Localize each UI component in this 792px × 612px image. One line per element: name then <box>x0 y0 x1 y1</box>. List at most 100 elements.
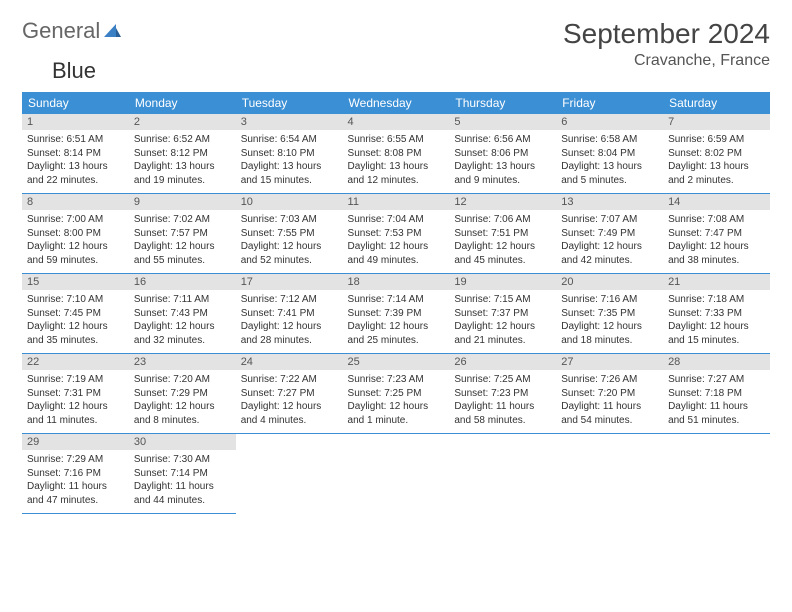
sunrise-text: Sunrise: 7:10 AM <box>27 293 124 307</box>
sunset-text: Sunset: 7:57 PM <box>134 227 231 241</box>
title-block: September 2024 Cravanche, France <box>563 18 770 70</box>
daylight-text: Daylight: 13 hours and 22 minutes. <box>27 160 124 187</box>
day-number: 1 <box>22 114 129 130</box>
calendar-cell: 27Sunrise: 7:26 AMSunset: 7:20 PMDayligh… <box>556 354 663 434</box>
day-number: 11 <box>343 194 450 210</box>
calendar-row: 8Sunrise: 7:00 AMSunset: 8:00 PMDaylight… <box>22 194 770 274</box>
day-detail: Sunrise: 7:15 AMSunset: 7:37 PMDaylight:… <box>449 290 556 353</box>
sunrise-text: Sunrise: 7:11 AM <box>134 293 231 307</box>
daylight-text: Daylight: 12 hours and 35 minutes. <box>27 320 124 347</box>
day-number: 5 <box>449 114 556 130</box>
day-number: 13 <box>556 194 663 210</box>
sunrise-text: Sunrise: 6:55 AM <box>348 133 445 147</box>
daylight-text: Daylight: 12 hours and 28 minutes. <box>241 320 338 347</box>
sunset-text: Sunset: 7:49 PM <box>561 227 658 241</box>
day-detail: Sunrise: 7:18 AMSunset: 7:33 PMDaylight:… <box>663 290 770 353</box>
daylight-text: Daylight: 12 hours and 15 minutes. <box>668 320 765 347</box>
day-number: 20 <box>556 274 663 290</box>
calendar-cell: 8Sunrise: 7:00 AMSunset: 8:00 PMDaylight… <box>22 194 129 274</box>
daylight-text: Daylight: 13 hours and 9 minutes. <box>454 160 551 187</box>
daylight-text: Daylight: 12 hours and 45 minutes. <box>454 240 551 267</box>
sunset-text: Sunset: 7:33 PM <box>668 307 765 321</box>
day-number: 9 <box>129 194 236 210</box>
day-number: 2 <box>129 114 236 130</box>
day-number: 7 <box>663 114 770 130</box>
day-detail: Sunrise: 7:14 AMSunset: 7:39 PMDaylight:… <box>343 290 450 353</box>
logo-text-1: General <box>22 18 100 44</box>
calendar-cell: 22Sunrise: 7:19 AMSunset: 7:31 PMDayligh… <box>22 354 129 434</box>
daylight-text: Daylight: 13 hours and 19 minutes. <box>134 160 231 187</box>
sunset-text: Sunset: 8:10 PM <box>241 147 338 161</box>
calendar-cell: 24Sunrise: 7:22 AMSunset: 7:27 PMDayligh… <box>236 354 343 434</box>
sunrise-text: Sunrise: 7:20 AM <box>134 373 231 387</box>
day-detail: Sunrise: 6:56 AMSunset: 8:06 PMDaylight:… <box>449 130 556 193</box>
day-number: 4 <box>343 114 450 130</box>
calendar-cell: 12Sunrise: 7:06 AMSunset: 7:51 PMDayligh… <box>449 194 556 274</box>
day-number: 28 <box>663 354 770 370</box>
calendar-cell: 26Sunrise: 7:25 AMSunset: 7:23 PMDayligh… <box>449 354 556 434</box>
sunrise-text: Sunrise: 7:30 AM <box>134 453 231 467</box>
sunset-text: Sunset: 8:12 PM <box>134 147 231 161</box>
sunrise-text: Sunrise: 7:22 AM <box>241 373 338 387</box>
day-header: Tuesday <box>236 92 343 114</box>
daylight-text: Daylight: 12 hours and 52 minutes. <box>241 240 338 267</box>
day-header: Friday <box>556 92 663 114</box>
day-detail: Sunrise: 6:51 AMSunset: 8:14 PMDaylight:… <box>22 130 129 193</box>
day-header-row: Sunday Monday Tuesday Wednesday Thursday… <box>22 92 770 114</box>
day-number: 21 <box>663 274 770 290</box>
sunrise-text: Sunrise: 7:29 AM <box>27 453 124 467</box>
calendar-cell: 10Sunrise: 7:03 AMSunset: 7:55 PMDayligh… <box>236 194 343 274</box>
sunrise-text: Sunrise: 7:02 AM <box>134 213 231 227</box>
daylight-text: Daylight: 12 hours and 21 minutes. <box>454 320 551 347</box>
sunrise-text: Sunrise: 7:08 AM <box>668 213 765 227</box>
sunset-text: Sunset: 7:55 PM <box>241 227 338 241</box>
day-detail: Sunrise: 7:23 AMSunset: 7:25 PMDaylight:… <box>343 370 450 433</box>
calendar-cell: 9Sunrise: 7:02 AMSunset: 7:57 PMDaylight… <box>129 194 236 274</box>
day-number: 30 <box>129 434 236 450</box>
sunrise-text: Sunrise: 7:15 AM <box>454 293 551 307</box>
calendar-row: 29Sunrise: 7:29 AMSunset: 7:16 PMDayligh… <box>22 434 770 514</box>
day-detail: Sunrise: 7:11 AMSunset: 7:43 PMDaylight:… <box>129 290 236 353</box>
calendar-cell: 13Sunrise: 7:07 AMSunset: 7:49 PMDayligh… <box>556 194 663 274</box>
day-detail: Sunrise: 6:55 AMSunset: 8:08 PMDaylight:… <box>343 130 450 193</box>
month-title: September 2024 <box>563 18 770 50</box>
sunset-text: Sunset: 7:53 PM <box>348 227 445 241</box>
day-detail: Sunrise: 7:07 AMSunset: 7:49 PMDaylight:… <box>556 210 663 273</box>
sunset-text: Sunset: 7:18 PM <box>668 387 765 401</box>
day-detail: Sunrise: 7:02 AMSunset: 7:57 PMDaylight:… <box>129 210 236 273</box>
day-detail: Sunrise: 7:03 AMSunset: 7:55 PMDaylight:… <box>236 210 343 273</box>
day-number: 3 <box>236 114 343 130</box>
calendar-cell: 20Sunrise: 7:16 AMSunset: 7:35 PMDayligh… <box>556 274 663 354</box>
daylight-text: Daylight: 11 hours and 58 minutes. <box>454 400 551 427</box>
sunrise-text: Sunrise: 6:58 AM <box>561 133 658 147</box>
daylight-text: Daylight: 12 hours and 38 minutes. <box>668 240 765 267</box>
sunset-text: Sunset: 8:04 PM <box>561 147 658 161</box>
calendar-cell: 16Sunrise: 7:11 AMSunset: 7:43 PMDayligh… <box>129 274 236 354</box>
day-detail: Sunrise: 7:08 AMSunset: 7:47 PMDaylight:… <box>663 210 770 273</box>
calendar-cell: 17Sunrise: 7:12 AMSunset: 7:41 PMDayligh… <box>236 274 343 354</box>
sunrise-text: Sunrise: 6:56 AM <box>454 133 551 147</box>
sunset-text: Sunset: 7:25 PM <box>348 387 445 401</box>
day-detail: Sunrise: 6:58 AMSunset: 8:04 PMDaylight:… <box>556 130 663 193</box>
day-detail: Sunrise: 7:27 AMSunset: 7:18 PMDaylight:… <box>663 370 770 433</box>
day-number: 14 <box>663 194 770 210</box>
sunset-text: Sunset: 7:35 PM <box>561 307 658 321</box>
daylight-text: Daylight: 12 hours and 1 minute. <box>348 400 445 427</box>
sunset-text: Sunset: 7:51 PM <box>454 227 551 241</box>
daylight-text: Daylight: 11 hours and 47 minutes. <box>27 480 124 507</box>
sunrise-text: Sunrise: 7:12 AM <box>241 293 338 307</box>
daylight-text: Daylight: 12 hours and 42 minutes. <box>561 240 658 267</box>
day-detail: Sunrise: 7:20 AMSunset: 7:29 PMDaylight:… <box>129 370 236 433</box>
daylight-text: Daylight: 12 hours and 11 minutes. <box>27 400 124 427</box>
daylight-text: Daylight: 12 hours and 4 minutes. <box>241 400 338 427</box>
day-number: 12 <box>449 194 556 210</box>
day-number: 18 <box>343 274 450 290</box>
logo-text-2: Blue <box>52 58 96 83</box>
sunset-text: Sunset: 7:27 PM <box>241 387 338 401</box>
calendar-cell: 14Sunrise: 7:08 AMSunset: 7:47 PMDayligh… <box>663 194 770 274</box>
day-detail: Sunrise: 6:54 AMSunset: 8:10 PMDaylight:… <box>236 130 343 193</box>
day-number: 19 <box>449 274 556 290</box>
day-number: 16 <box>129 274 236 290</box>
day-number: 15 <box>22 274 129 290</box>
calendar-row: 22Sunrise: 7:19 AMSunset: 7:31 PMDayligh… <box>22 354 770 434</box>
